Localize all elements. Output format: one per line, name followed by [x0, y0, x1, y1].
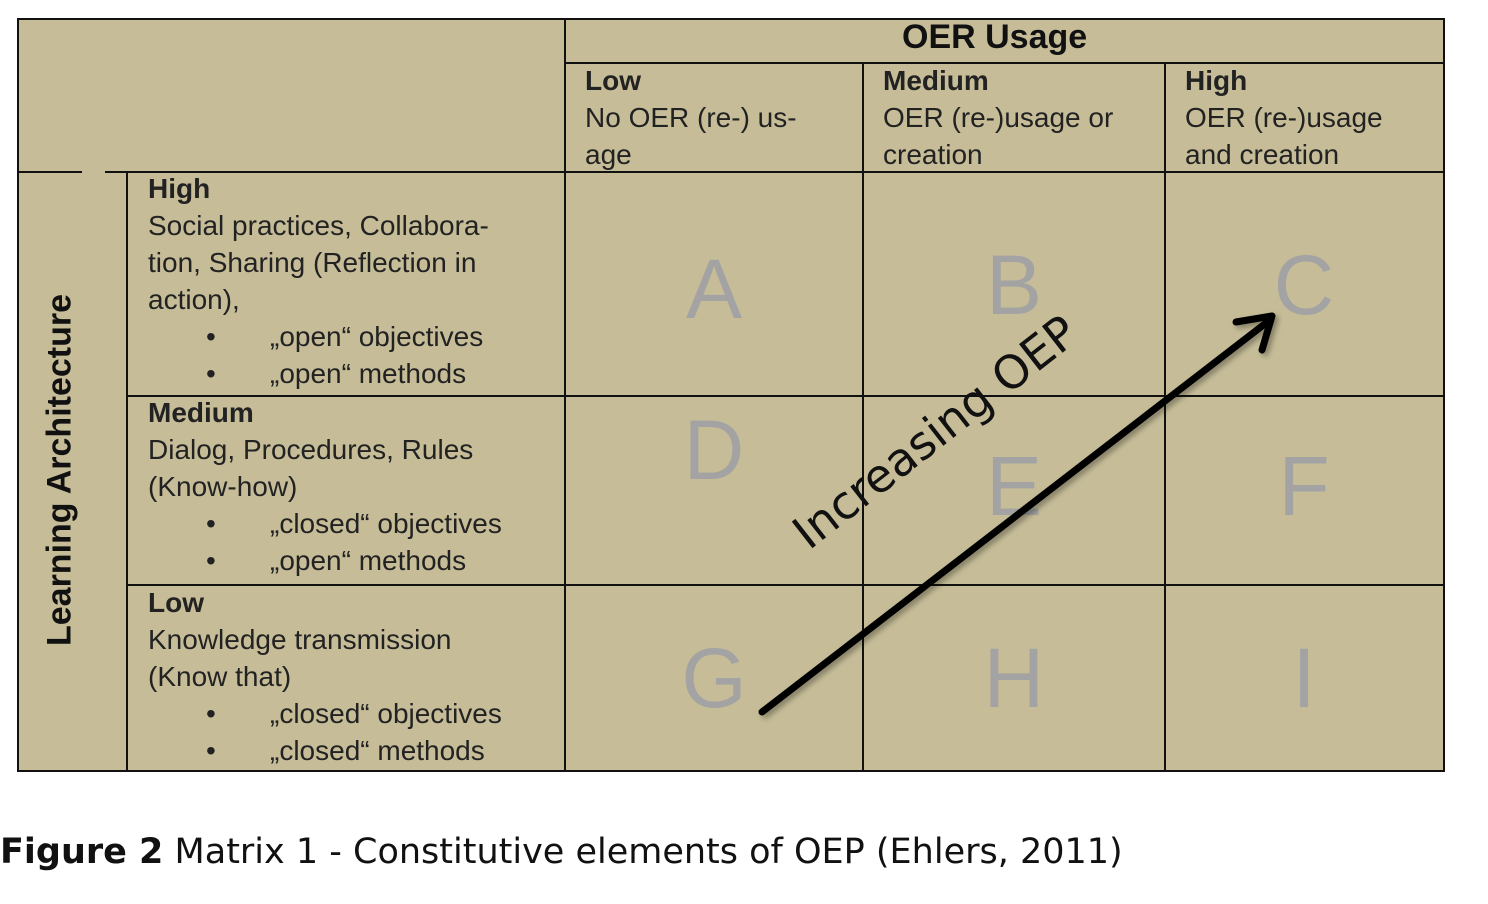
grid-line [126, 584, 1445, 586]
bullet-item: • [206, 358, 216, 389]
bullet-text: „closed“ objectives [270, 698, 502, 729]
cell-letter-c: C [1273, 238, 1335, 332]
row-low: Low Knowledge transmission (Know that) •… [148, 584, 502, 769]
cell-letter-g: G [681, 631, 747, 725]
column-level: High [1185, 65, 1248, 96]
bullet-text: „open“ methods [270, 545, 467, 576]
row-desc: Knowledge transmission [148, 624, 452, 655]
row-high: High Social practices, Collabora- tion, … [148, 170, 489, 392]
bullet-text: „closed“ methods [270, 735, 485, 766]
column-desc: age [585, 139, 632, 170]
cell-letter-a: A [685, 242, 743, 336]
arrow-icon [758, 312, 1276, 716]
column-desc: creation [883, 139, 983, 170]
cell-letter-b: B [985, 238, 1043, 332]
column-header: OER Usage [902, 18, 1088, 56]
row-desc: (Know-how) [148, 471, 298, 502]
column-desc: No OER (re-) us- [585, 102, 797, 133]
bullet-text: „open“ objectives [270, 321, 484, 352]
row-level: High [148, 173, 211, 204]
grid-line [862, 62, 864, 772]
column-low: Low No OER (re-) us- age [585, 62, 797, 173]
grid-line [126, 172, 128, 772]
grid-line [17, 171, 82, 173]
caption-label: Figure 2 [0, 832, 164, 872]
column-desc: OER (re-)usage [1185, 102, 1383, 133]
column-desc: OER (re-)usage or [883, 102, 1114, 133]
grid-line [105, 171, 1445, 173]
row-desc: Social practices, Collabora- [148, 210, 489, 241]
row-desc: Dialog, Procedures, Rules [148, 434, 474, 465]
cell-letter-d: D [683, 403, 745, 497]
column-level: Medium [883, 65, 989, 96]
row-level: Low [148, 587, 204, 618]
row-desc: action), [148, 284, 240, 315]
bullet-text: „open“ methods [270, 358, 467, 389]
bullet-item: • [206, 321, 216, 352]
grid-line [564, 62, 1445, 64]
grid-line [1164, 62, 1166, 772]
row-desc: (Know that) [148, 661, 292, 692]
bullet-item: • [206, 698, 216, 729]
figure-caption: Figure 2 Matrix 1 - Constitutive element… [0, 832, 1123, 872]
grid-line [126, 395, 1445, 397]
row-level: Medium [148, 397, 254, 428]
column-level: Low [585, 65, 641, 96]
caption-text: Matrix 1 - Constitutive elements of OEP … [163, 832, 1123, 872]
column-desc: and creation [1185, 139, 1340, 170]
bullet-item: • [206, 508, 216, 539]
bullet-item: • [206, 545, 216, 576]
cell-letter-f: F [1278, 439, 1330, 533]
column-medium: Medium OER (re-)usage or creation [883, 62, 1113, 173]
cell-letter-i: I [1292, 631, 1316, 725]
cell-letter-h: H [983, 631, 1045, 725]
bullet-text: „closed“ objectives [270, 508, 502, 539]
row-medium: Medium Dialog, Procedures, Rules (Know-h… [148, 394, 502, 579]
bullet-item: • [206, 735, 216, 766]
row-desc: tion, Sharing (Reflection in [148, 247, 477, 278]
column-high: High OER (re-)usage and creation [1185, 62, 1383, 173]
